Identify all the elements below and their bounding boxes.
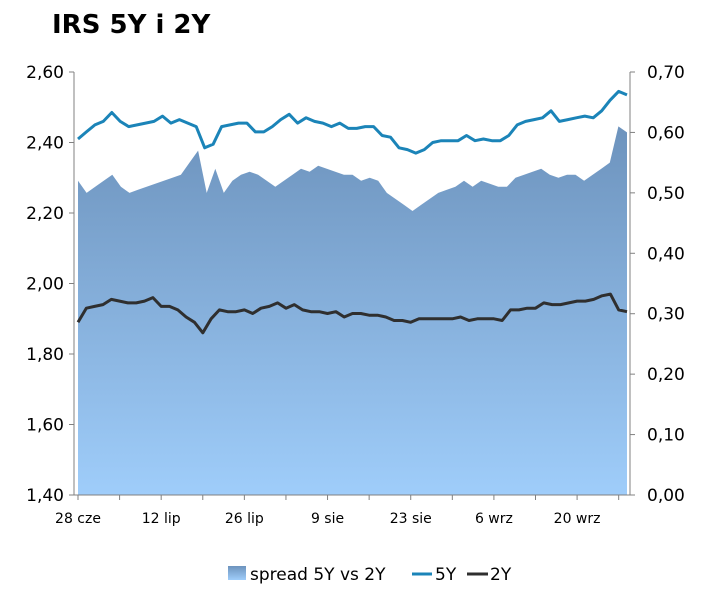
x-axis-ticks: 28 cze 12 lip 26 lip 9 sie 23 sie 6 wrz 20 wrz xyxy=(55,495,620,527)
series-line-2y xyxy=(76,292,628,335)
legend-label-spread: spread 5Y vs 2Y xyxy=(250,565,386,585)
x-tick-label: 6 wrz xyxy=(475,511,513,527)
legend: spread 5Y vs 2Y 5Y 2Y xyxy=(228,565,512,585)
x-tick-label: 23 sie xyxy=(390,511,432,527)
left-axis-ticks: 1,40 1,60 1,80 2,00 2,20 2,40 2,60 xyxy=(26,63,74,506)
x-tick-label: 28 cze xyxy=(55,511,101,527)
x-tick-label: 12 lip xyxy=(142,511,181,527)
series-area-spread xyxy=(78,126,627,496)
legend-swatch-spread xyxy=(228,566,246,580)
left-tick-label: 1,40 xyxy=(26,486,64,506)
series-line-5y xyxy=(77,89,628,155)
legend-label-5y: 5Y xyxy=(435,565,457,585)
plot-area xyxy=(76,89,628,496)
right-tick-label: 0,10 xyxy=(647,426,685,446)
legend-label-2y: 2Y xyxy=(490,565,512,585)
chart-title: IRS 5Y i 2Y xyxy=(52,10,211,40)
left-tick-label: 1,60 xyxy=(26,416,64,436)
right-tick-label: 0,70 xyxy=(647,63,685,83)
left-tick-label: 2,00 xyxy=(26,275,64,295)
right-axis-ticks: 0,00 0,10 0,20 0,30 0,40 0,50 0,60 0,70 xyxy=(630,63,685,506)
right-tick-label: 0,50 xyxy=(647,184,685,204)
left-tick-label: 2,60 xyxy=(26,63,64,83)
x-tick-label: 20 wrz xyxy=(554,511,601,527)
left-tick-label: 2,20 xyxy=(26,204,64,224)
left-tick-label: 1,80 xyxy=(26,345,64,365)
x-tick-label: 9 sie xyxy=(311,511,344,527)
right-tick-label: 0,00 xyxy=(647,486,685,506)
right-tick-label: 0,30 xyxy=(647,305,685,325)
right-tick-label: 0,40 xyxy=(647,244,685,264)
left-tick-label: 2,40 xyxy=(26,134,64,154)
right-tick-label: 0,20 xyxy=(647,365,685,385)
right-tick-label: 0,60 xyxy=(647,123,685,143)
x-tick-label: 26 lip xyxy=(225,511,264,527)
